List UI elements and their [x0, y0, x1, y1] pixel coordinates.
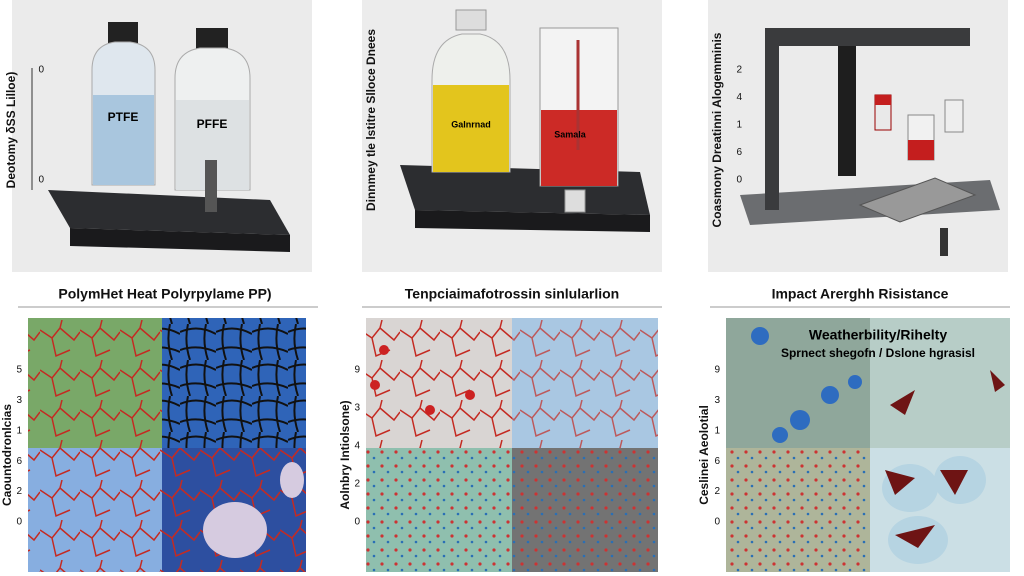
- photo-tick-label: 1: [736, 120, 742, 131]
- overlay-text: Weatherbility/Rihelty: [809, 327, 947, 343]
- micro-tick-label: 4: [354, 441, 360, 452]
- photo-axis-label: Deotomy δSS Lilloe): [4, 72, 18, 189]
- impact-tester-photo: [740, 28, 1000, 256]
- photo-tick-label: 6: [736, 147, 742, 158]
- photo-tick-label: 2: [736, 65, 742, 76]
- photo-tick-label: 4: [736, 92, 742, 103]
- micro-tick-label: 2: [354, 479, 360, 490]
- photo-axis-label: Dinnmey tle lstitre Slloce Dnees: [364, 29, 378, 211]
- micro-tick-label: 3: [354, 403, 360, 414]
- micro-tick-label: 0: [16, 517, 22, 528]
- micro-axis-label: Caountodronlcias: [0, 404, 14, 506]
- micro-tick-label: 5: [16, 365, 22, 376]
- micro-tick-label: 2: [714, 486, 720, 497]
- photo-tick-label: 0: [38, 175, 44, 186]
- micro-tick-label: 0: [354, 517, 360, 528]
- photo-tick-label: 0: [736, 175, 742, 186]
- bottle-label: PFFE: [197, 117, 228, 131]
- panel-title: PolymHet Heat Polyrpylame PP): [58, 286, 271, 302]
- micro-axis-label: Ceslinei Aeolotial: [697, 405, 711, 505]
- micro-tick-label: 3: [714, 395, 720, 406]
- panel-title: Tenpciaimafotrossin sinlularlion: [405, 286, 619, 302]
- micro-tick-label: 2: [16, 486, 22, 497]
- micro-tick-label: 9: [714, 365, 720, 376]
- micrographs: [28, 318, 1010, 572]
- bottle-label: Galnrnad: [451, 119, 491, 129]
- photo-tick-label: 0: [38, 65, 44, 76]
- bottle-label: PTFE: [108, 110, 139, 124]
- micro-tick-label: 6: [16, 456, 22, 467]
- bottles-photo: [31, 22, 290, 252]
- micro-tick-label: 1: [16, 425, 22, 436]
- micro-axis-label: Aolnbry Intiolsone): [338, 400, 352, 509]
- panel-title: Impact Arerghh Risistance: [772, 286, 949, 302]
- photo-axis-label: Coasmony Dreatinni Alogemminis: [710, 32, 724, 227]
- micro-tick-label: 6: [714, 456, 720, 467]
- bottle-beaker-photo: [400, 9, 650, 232]
- overlay-text: Sprnect shegofn / Dslone hgrasisl: [781, 346, 975, 360]
- bottle-label: Samala: [554, 129, 587, 139]
- micro-tick-label: 3: [16, 395, 22, 406]
- micro-tick-label: 1: [714, 425, 720, 436]
- micro-tick-label: 9: [354, 365, 360, 376]
- micro-tick-label: 0: [714, 517, 720, 528]
